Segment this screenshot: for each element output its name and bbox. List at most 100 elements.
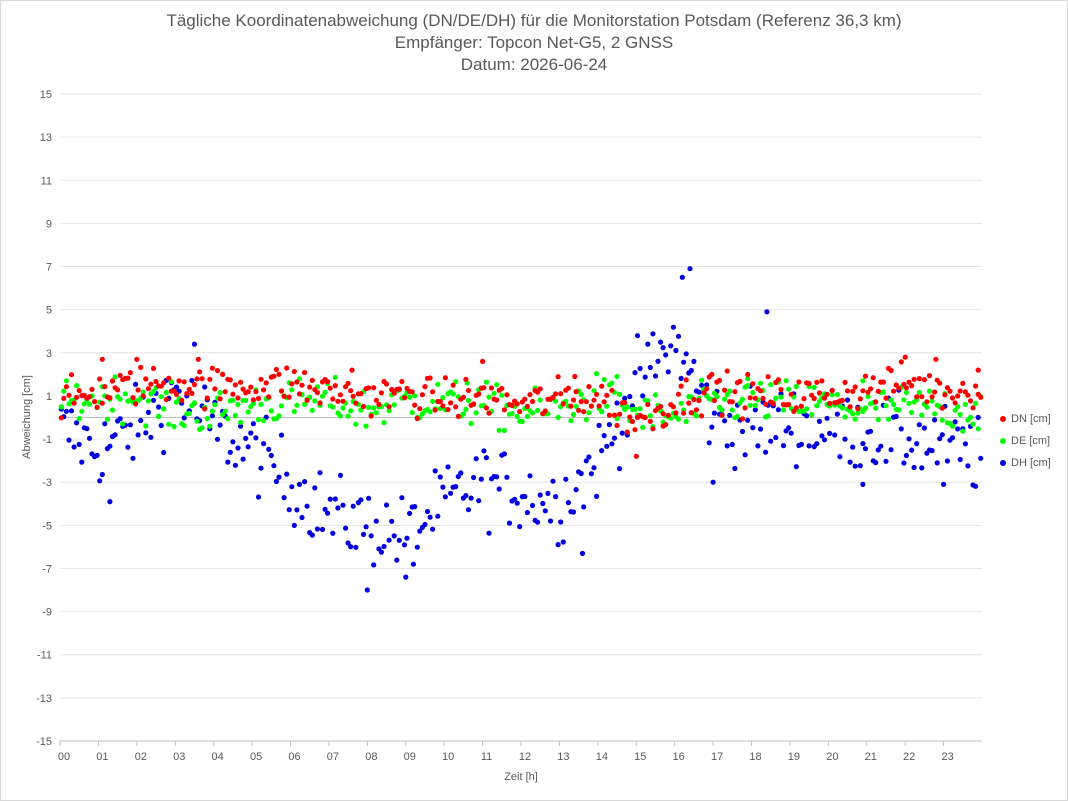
point-dh — [319, 526, 326, 533]
point-dn — [294, 379, 300, 385]
point-de — [750, 390, 756, 396]
point-dn — [732, 389, 738, 395]
point-de — [255, 417, 262, 423]
point-dn — [422, 384, 428, 390]
point-dh — [63, 408, 69, 414]
point-dh — [550, 478, 556, 484]
point-dn — [862, 373, 869, 379]
point-de — [939, 417, 945, 423]
point-dn — [742, 405, 748, 411]
point-dn — [902, 354, 908, 360]
point-dn — [596, 403, 602, 409]
legend-item-dh: DH [cm] — [1000, 452, 1051, 474]
point-dh — [363, 524, 369, 530]
point-de — [207, 423, 213, 429]
point-dn — [261, 387, 267, 393]
point-dn — [286, 394, 292, 400]
x-tick-label: 15 — [634, 751, 646, 763]
y-tick-label: -5 — [42, 520, 52, 532]
point-dh — [378, 549, 384, 555]
point-de — [860, 378, 866, 384]
point-dn — [591, 397, 597, 403]
point-dh — [407, 510, 413, 516]
point-dn — [939, 405, 945, 411]
point-de — [230, 397, 236, 403]
point-dn — [195, 356, 201, 362]
point-dh — [299, 514, 305, 521]
point-dh — [898, 426, 904, 432]
point-dh — [273, 478, 279, 485]
point-dh — [368, 533, 374, 539]
point-dh — [542, 508, 548, 514]
point-de — [104, 416, 110, 422]
point-dh — [366, 495, 372, 501]
chart-subtitle-date: Datum: 2026-06-24 — [460, 55, 608, 74]
point-de — [652, 392, 659, 398]
point-de — [238, 419, 244, 425]
point-de — [842, 414, 848, 420]
point-de — [714, 394, 720, 400]
point-dh — [606, 422, 613, 428]
chart-title: Tägliche Koordinatenabweichung (DN/DE/DH… — [166, 11, 902, 30]
point-dh — [919, 465, 925, 471]
point-de — [235, 401, 241, 408]
point-dh — [679, 274, 685, 280]
point-dn — [186, 386, 192, 392]
point-dn — [173, 391, 180, 397]
point-de — [599, 409, 605, 415]
point-dh — [581, 504, 587, 510]
point-dh — [404, 535, 410, 541]
point-dh — [540, 500, 546, 507]
point-de — [194, 418, 200, 424]
point-de — [63, 378, 69, 384]
point-dh — [432, 468, 438, 474]
point-dh — [875, 447, 881, 453]
point-de — [289, 387, 295, 393]
point-dn — [455, 413, 461, 419]
x-tick-label: 07 — [327, 751, 339, 763]
point-dh — [837, 454, 843, 460]
point-dn — [819, 378, 825, 384]
point-dh — [883, 458, 889, 464]
point-dn — [430, 389, 436, 395]
point-dn — [161, 380, 167, 386]
point-dn — [926, 373, 933, 379]
point-de — [319, 393, 326, 399]
x-axis-title: Zeit [h] — [504, 771, 538, 783]
chart-titles: Tägliche Koordinatenabweichung (DN/DE/DH… — [0, 10, 1068, 76]
point-dh — [868, 428, 874, 434]
point-dh — [102, 421, 108, 427]
point-dh — [209, 413, 215, 419]
point-dh — [763, 449, 769, 455]
point-dn — [207, 376, 213, 382]
x-tick-label: 20 — [826, 751, 838, 763]
point-de — [58, 404, 64, 410]
point-dn — [317, 400, 323, 406]
legend-marker — [1000, 416, 1006, 422]
point-dh — [727, 412, 733, 418]
point-dh — [732, 465, 738, 472]
point-dh — [678, 375, 684, 381]
point-dh — [658, 339, 664, 345]
point-dn — [806, 380, 812, 387]
point-dh — [217, 422, 223, 428]
point-dn — [481, 385, 487, 391]
point-dh — [642, 374, 648, 380]
point-dn — [722, 387, 728, 393]
point-dh — [955, 426, 961, 432]
point-dh — [253, 435, 259, 441]
point-dh — [563, 476, 569, 482]
point-dn — [873, 399, 879, 405]
point-dn — [778, 386, 784, 393]
point-dh — [286, 507, 292, 513]
point-dn — [325, 379, 331, 385]
x-tick-label: 19 — [788, 751, 800, 763]
point-dn — [194, 376, 200, 382]
point-dn — [61, 395, 67, 401]
point-de — [61, 388, 67, 394]
point-dh — [86, 435, 93, 441]
point-dh — [473, 456, 479, 462]
point-dn — [932, 389, 938, 395]
point-dn — [417, 406, 423, 412]
point-dh — [764, 309, 770, 315]
